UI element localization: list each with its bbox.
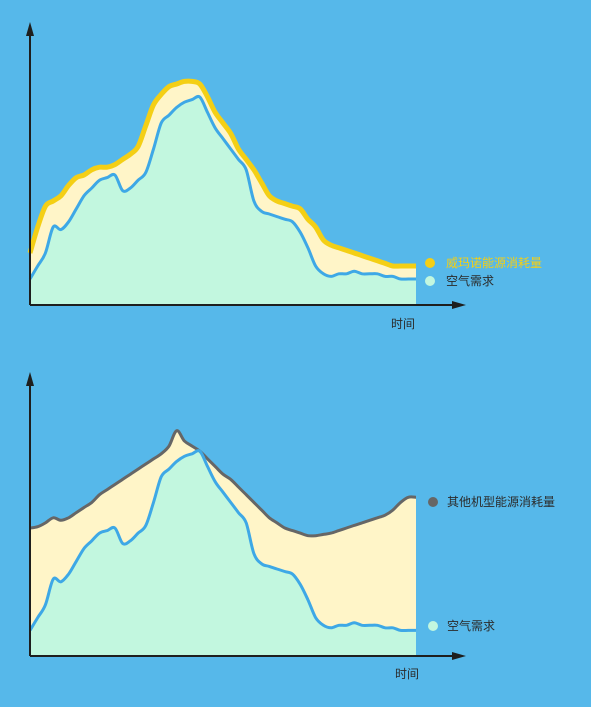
y-axis-arrow [26,22,34,36]
x-axis-label: 时间 [391,317,415,331]
legend: 其他机型能源消耗量 空气需求 [428,495,555,633]
air-demand-area [30,450,416,656]
y-axis-arrow [26,372,34,386]
legend-label: 空气需求 [447,618,495,633]
legend-marker [428,497,438,507]
chart-top: 时间 威玛诺能源消耗量 空气需求 [26,22,542,331]
legend-label: 威玛诺能源消耗量 [446,256,542,270]
legend: 威玛诺能源消耗量 空气需求 [425,256,542,288]
air-demand-area [30,96,416,305]
energy-line-weimanuo [27,78,416,269]
legend-marker [425,258,435,268]
x-axis-label: 时间 [395,667,419,681]
x-axis-arrow [452,301,466,309]
legend-label: 空气需求 [446,273,494,288]
energy-line-other [29,429,417,538]
chart-bottom: 时间 其他机型能源消耗量 空气需求 [26,372,555,681]
x-axis-arrow [452,652,466,660]
legend-marker [428,621,438,631]
legend-label: 其他机型能源消耗量 [447,495,555,509]
legend-marker [425,276,435,286]
air-demand-line [28,94,416,281]
air-demand-line [28,449,416,633]
